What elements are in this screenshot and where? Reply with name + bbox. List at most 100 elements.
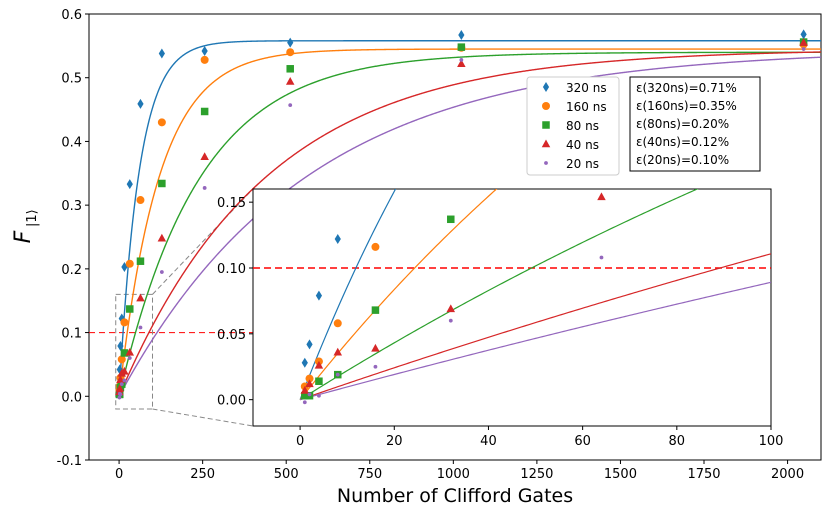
- inset-y-tick-label: 0.10: [217, 262, 246, 277]
- inset-point: [371, 306, 380, 314]
- main-point: [459, 57, 464, 62]
- main-point: [136, 196, 145, 205]
- main-x-tick-label: 500: [274, 467, 299, 482]
- inset-point: [301, 357, 308, 368]
- main-point: [138, 325, 143, 330]
- main-curve-320-ns: [118, 40, 821, 397]
- legend-label: 80 ns: [566, 119, 599, 133]
- main-point: [458, 30, 465, 41]
- main-point: [137, 98, 144, 109]
- main-x-tick-label: 0: [115, 467, 123, 482]
- inset-point: [373, 364, 378, 369]
- inset-point: [307, 392, 312, 397]
- main-point: [200, 55, 209, 64]
- inset-point: [447, 215, 455, 224]
- inset-point: [314, 360, 324, 369]
- error-rate-label: ε(40ns)=0.12%: [636, 135, 729, 149]
- inset-x-tick-label: 0: [296, 434, 304, 449]
- inset-point: [305, 379, 314, 388]
- main-y-tick-label: 0.6: [61, 8, 82, 23]
- inset-point: [335, 372, 340, 377]
- legend-box: [526, 76, 620, 176]
- main-point: [159, 270, 164, 274]
- error-rate-box: ε(320ns)=0.71% ε(160ns)=0.35% ε(80ns)=0.20…: [629, 76, 761, 172]
- inset-point: [305, 374, 314, 383]
- inset-point: [315, 290, 323, 301]
- inset-x-tick-label: 20: [386, 434, 403, 449]
- main-point: [801, 47, 806, 51]
- y-axis-label: F |1⟩: [11, 209, 40, 243]
- main-x-axis: 0 250 500 750 1000 1250 1500 1750 2000: [115, 460, 804, 482]
- legend-marker: [541, 139, 551, 148]
- main-point: [117, 355, 126, 364]
- inset-data-points: [300, 192, 606, 405]
- inset-point: [306, 339, 313, 350]
- legend-label: 40 ns: [566, 138, 599, 152]
- inset-point: [315, 377, 323, 385]
- main-curve-20-ns: [118, 56, 821, 397]
- main-x-tick-label: 1250: [520, 467, 553, 482]
- error-rate-label: ε(20ns)=0.10%: [636, 153, 729, 167]
- main-point: [286, 48, 295, 57]
- main-y-tick-label: 0.0: [61, 390, 82, 405]
- inset-curve-320-ns: [299, 189, 397, 400]
- inset-point: [302, 400, 307, 405]
- main-point: [116, 364, 123, 375]
- x-axis-label: Number of Clifford Gates: [337, 485, 573, 507]
- main-point: [120, 349, 129, 357]
- inset-point: [371, 242, 380, 251]
- main-point: [800, 29, 807, 40]
- inset-point: [599, 255, 604, 260]
- inset-point: [371, 343, 380, 352]
- main-point: [117, 340, 124, 351]
- inset-y-tick-label: 0.05: [217, 328, 246, 343]
- main-point: [200, 152, 209, 160]
- inset-x-tick-label: 80: [669, 434, 686, 449]
- main-point: [119, 382, 124, 387]
- inset-point: [301, 391, 309, 400]
- main-point: [201, 45, 208, 56]
- legend-label: 160 ns: [566, 100, 607, 114]
- main-point: [157, 118, 166, 127]
- error-rate-label: ε(160ns)=0.35%: [636, 99, 737, 113]
- inset-point: [300, 385, 310, 394]
- legend-marker: [542, 102, 550, 110]
- inset-point: [597, 192, 606, 201]
- main-point: [285, 77, 295, 85]
- main-point: [126, 179, 133, 190]
- inset-point: [317, 393, 321, 398]
- main-point: [125, 347, 135, 356]
- main-x-tick-label: 750: [357, 467, 382, 482]
- main-y-tick-label: 0.1: [61, 327, 82, 342]
- inset-plot-frame: [252, 188, 772, 427]
- main-point: [202, 186, 207, 190]
- legend-marker: [542, 121, 550, 129]
- error-rate-frame: [629, 76, 761, 172]
- main-point: [136, 257, 145, 265]
- main-point: [457, 59, 466, 67]
- main-point: [286, 65, 294, 73]
- main-point: [127, 356, 132, 360]
- y-axis-label-main: F: [11, 230, 36, 243]
- main-x-tick-label: 2000: [771, 467, 804, 482]
- main-y-tick-label: 0.5: [61, 72, 82, 87]
- main-point: [200, 107, 209, 116]
- main-point: [158, 48, 165, 59]
- main-point: [118, 392, 123, 397]
- legend-label: 20 ns: [566, 157, 599, 171]
- main-x-tick-label: 1500: [604, 467, 637, 482]
- error-rate-label: ε(80ns)=0.20%: [636, 117, 729, 131]
- legend-marker: [542, 82, 550, 92]
- main-point: [118, 313, 125, 324]
- main-curve-40-ns: [118, 51, 821, 397]
- inset-point: [448, 318, 453, 323]
- inset-point: [333, 319, 342, 328]
- inset-x-axis: 0 20 40 60 80 100: [296, 426, 783, 449]
- inset-point: [333, 347, 343, 356]
- main-x-tick-label: 250: [190, 467, 215, 482]
- main-point: [116, 375, 125, 383]
- legend-label: 320 ns: [566, 81, 607, 95]
- main-x-tick-label: 1000: [437, 467, 470, 482]
- main-point: [125, 259, 134, 268]
- main-y-tick-label: -0.1: [57, 454, 82, 469]
